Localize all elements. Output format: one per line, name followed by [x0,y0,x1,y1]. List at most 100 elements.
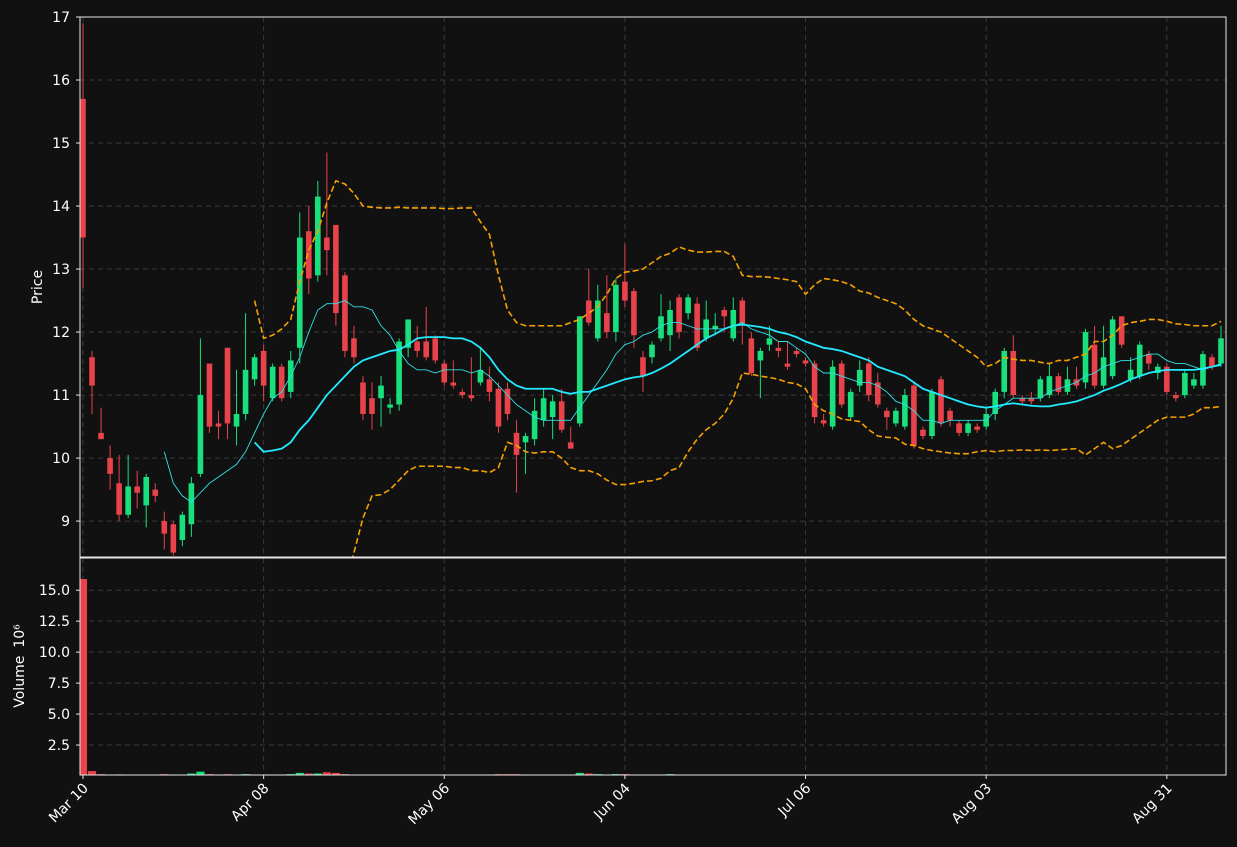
candle-body [622,281,628,301]
candle-body [865,363,872,396]
candle-body [531,410,538,440]
candle-body [1046,376,1053,396]
candle-body [197,395,204,474]
candle-body [730,309,737,339]
candle-body [1109,319,1116,377]
candle-body [1173,395,1179,399]
candle-body [116,483,122,515]
candle-body [305,231,312,279]
volume-tick-label: 7.5 [48,676,70,692]
candle-body [694,303,700,348]
candle-body [576,316,583,424]
candle-body [558,401,565,430]
candle-body [1118,316,1125,345]
candle-body [360,382,366,414]
candle-body [1001,350,1008,392]
candle-body [342,275,348,351]
candle-body [549,401,556,418]
candle-body [820,420,827,424]
volume-bar [80,579,88,775]
candle-body [405,319,411,348]
candle-body [432,338,439,361]
y-tick-label: 13 [52,262,70,278]
candle-body [423,341,430,358]
candle-body [1164,366,1170,392]
volume-bar [322,772,331,775]
y-tick-label: 10 [52,451,70,467]
candle-body [315,196,321,276]
candle-body [513,432,520,455]
candle-body [793,350,800,355]
y-tick-label: 12 [52,325,70,341]
candle-body [856,369,863,386]
y-tick-label: 11 [52,388,70,404]
candle-body [233,413,240,427]
candle-body [802,360,809,364]
candle-body [1037,379,1044,399]
candle-body [567,442,574,449]
candle-body [847,391,854,418]
candle-body [215,423,222,427]
candle-body [1082,332,1089,383]
candle-body [911,385,917,446]
volume-bar [313,773,322,775]
candle-body [992,391,999,414]
overlay-line [253,179,1222,368]
candle-body [1209,357,1215,367]
price-frame [79,16,1227,558]
candle-body [649,344,655,358]
volume-tick-label: 12.5 [39,614,70,630]
candle-body [739,300,746,326]
candle-body [956,423,962,433]
candle-body [387,404,393,408]
y-tick-label: 16 [52,73,70,89]
candle-body [784,363,791,367]
candle-body [1100,357,1107,386]
candle-body [938,379,944,424]
candle-body [107,458,113,474]
candle-body [143,476,150,506]
volume-bar [584,773,593,775]
candle-body [721,309,728,317]
candle-body [170,524,177,553]
candle-body [929,391,935,437]
overlay-line [253,323,1222,453]
candle-body [152,489,159,496]
candle-body [685,297,691,314]
candle-body [1127,369,1134,380]
candle-body [676,297,682,333]
volume-bar [187,773,196,775]
candle-body [829,366,836,427]
candle-body [459,391,466,396]
candle-body [811,363,818,418]
volume-bar [331,772,340,775]
candle-body [242,369,249,414]
candle-body [495,388,502,427]
candle-body [1091,344,1098,386]
candle-body [134,486,140,493]
candle-body [333,224,339,314]
y-tick-label: 15 [52,136,70,152]
candle-body [89,357,95,386]
candle-body [1136,344,1143,377]
volume-label: Volume [12,656,28,708]
candle-body [324,237,330,251]
candle-body [450,382,457,386]
candle-body [188,483,195,525]
candle-body [179,514,186,540]
candle-body [757,350,764,361]
candle-body [893,410,899,424]
candle-body [604,313,610,333]
candle-body [1055,376,1062,392]
y-tick-label: 17 [52,10,70,26]
candle-body [477,369,484,383]
candle-body [640,357,646,377]
candle-body [441,363,448,383]
candle-body [206,363,213,427]
candle-body [595,300,601,339]
candle-body [1028,398,1035,402]
candle-body [504,388,511,414]
candle-body [396,341,402,405]
y-axis-label: Price [30,270,46,304]
